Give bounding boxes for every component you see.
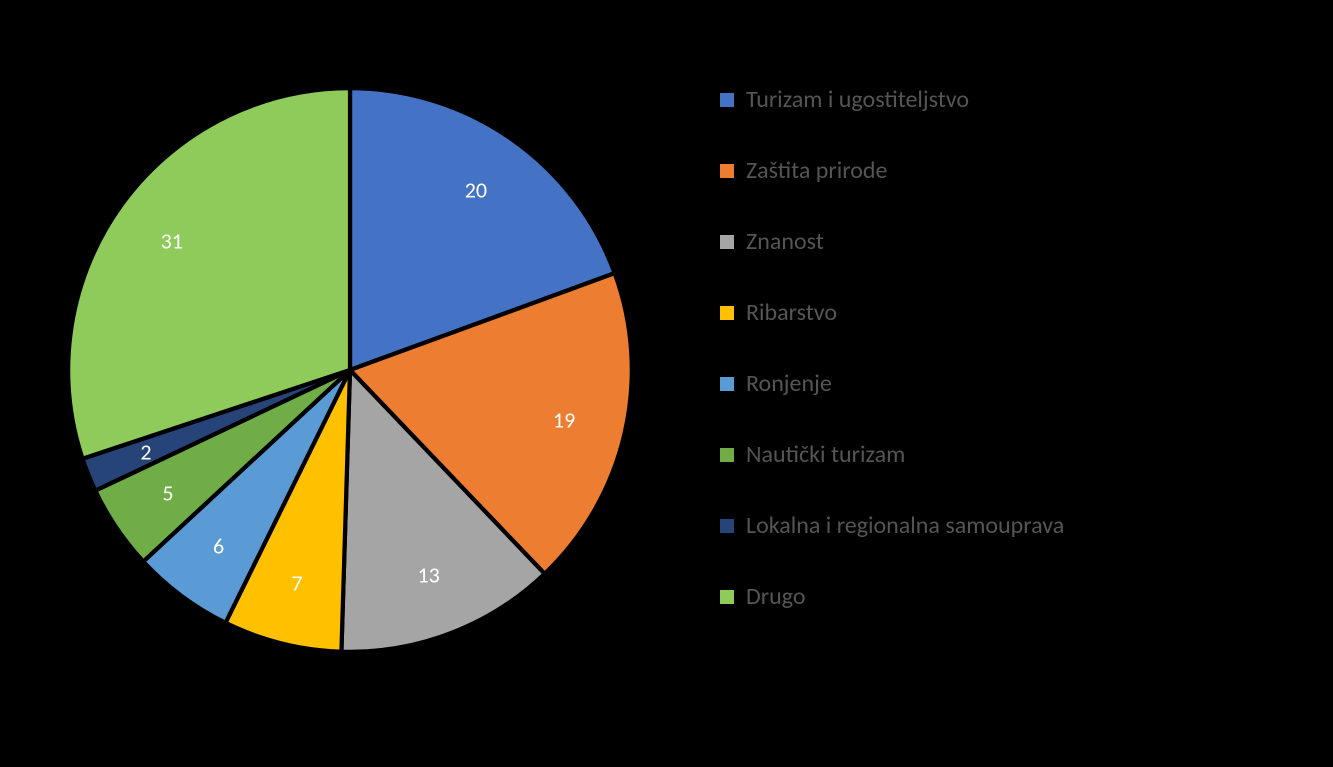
legend: Turizam i ugostiteljstvo Zaštita prirode Z…: [720, 85, 1064, 653]
legend-swatch: [720, 235, 734, 249]
legend-item: Ribarstvo: [720, 298, 1064, 327]
legend-item: Zaštita prirode: [720, 156, 1064, 185]
legend-swatch: [720, 377, 734, 391]
legend-item: Lokalna i regionalna samouprava: [720, 511, 1064, 540]
legend-item: Nautički turizam: [720, 440, 1064, 469]
legend-label: Zaštita prirode: [746, 156, 887, 185]
legend-item: Znanost: [720, 227, 1064, 256]
legend-swatch: [720, 164, 734, 178]
legend-label: Drugo: [746, 582, 806, 611]
legend-label: Ronjenje: [746, 369, 832, 398]
legend-item: Ronjenje: [720, 369, 1064, 398]
legend-swatch: [720, 519, 734, 533]
legend-label: Lokalna i regionalna samouprava: [746, 511, 1064, 540]
legend-label: Ribarstvo: [746, 298, 837, 327]
pie-chart: 201913765231: [40, 60, 660, 680]
legend-item: Turizam i ugostiteljstvo: [720, 85, 1064, 114]
legend-item: Drugo: [720, 582, 1064, 611]
legend-swatch: [720, 93, 734, 107]
legend-label: Turizam i ugostiteljstvo: [746, 85, 969, 114]
pie-svg: [40, 60, 660, 680]
legend-swatch: [720, 590, 734, 604]
legend-label: Nautički turizam: [746, 440, 905, 469]
legend-swatch: [720, 306, 734, 320]
legend-label: Znanost: [746, 227, 824, 256]
chart-container: 201913765231 Turizam i ugostiteljstvo Zaš…: [0, 0, 1333, 767]
legend-swatch: [720, 448, 734, 462]
